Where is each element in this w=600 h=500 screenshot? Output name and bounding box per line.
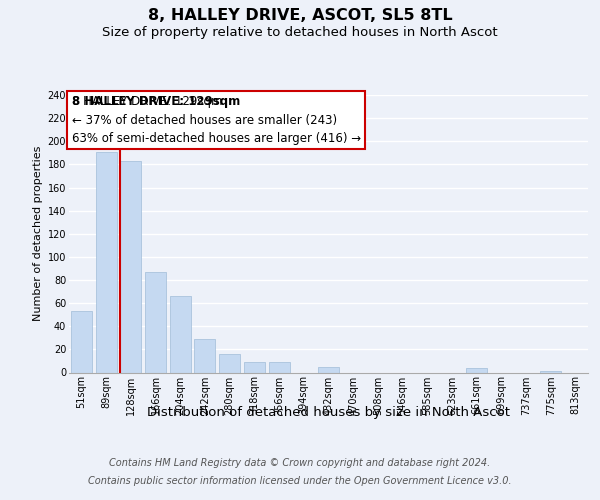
Bar <box>244 362 265 372</box>
Text: Contains HM Land Registry data © Crown copyright and database right 2024.: Contains HM Land Registry data © Crown c… <box>109 458 491 468</box>
Text: Contains public sector information licensed under the Open Government Licence v3: Contains public sector information licen… <box>88 476 512 486</box>
Bar <box>71 311 92 372</box>
Bar <box>269 362 290 372</box>
Bar <box>145 272 166 372</box>
Text: Distribution of detached houses by size in North Ascot: Distribution of detached houses by size … <box>148 406 510 419</box>
Bar <box>120 161 141 372</box>
Y-axis label: Number of detached properties: Number of detached properties <box>34 146 43 322</box>
Bar <box>466 368 487 372</box>
Bar <box>219 354 240 372</box>
Text: 8 HALLEY DRIVE: 129sqm
← 37% of detached houses are smaller (243)
63% of semi-de: 8 HALLEY DRIVE: 129sqm ← 37% of detached… <box>71 96 361 146</box>
Bar <box>95 152 116 372</box>
Bar <box>194 339 215 372</box>
Text: 8, HALLEY DRIVE, ASCOT, SL5 8TL: 8, HALLEY DRIVE, ASCOT, SL5 8TL <box>148 8 452 22</box>
Text: 8 HALLEY DRIVE: 129sqm: 8 HALLEY DRIVE: 129sqm <box>71 96 240 108</box>
Bar <box>170 296 191 372</box>
Bar <box>318 366 339 372</box>
Text: Size of property relative to detached houses in North Ascot: Size of property relative to detached ho… <box>102 26 498 39</box>
